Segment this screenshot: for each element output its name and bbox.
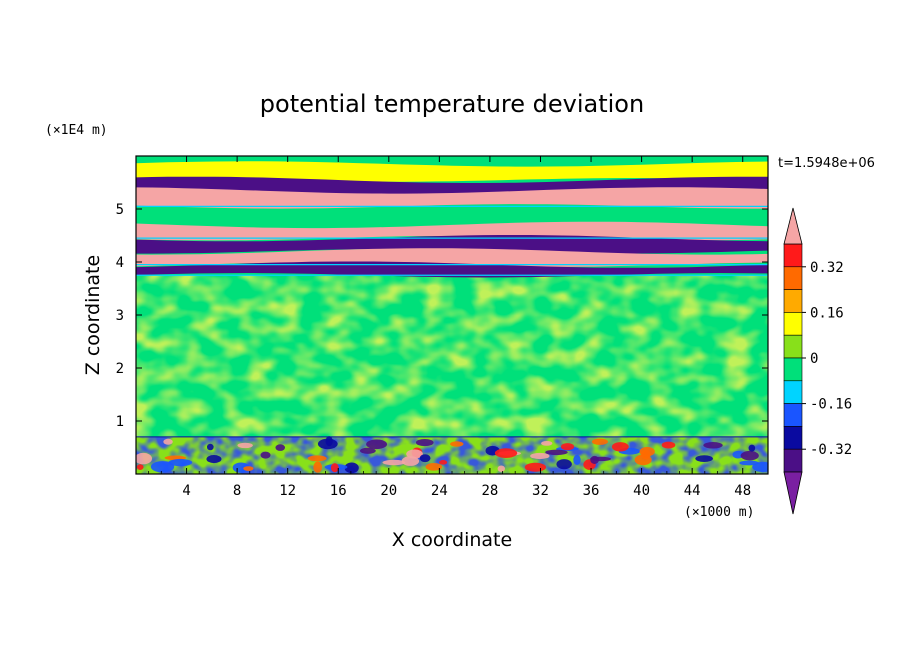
x-tick-label: 40: [633, 483, 650, 499]
turbulent-blob: [556, 459, 572, 470]
band-2: [136, 187, 768, 209]
turbulent-blob: [344, 462, 359, 474]
turbulent-blob: [359, 447, 376, 454]
turbulent-blob: [366, 439, 388, 450]
turbulent-blob: [415, 439, 434, 447]
turbulent-blob: [206, 455, 222, 464]
turbulent-blob: [541, 440, 553, 446]
turbulent-blob: [313, 461, 323, 473]
turbulent-blob: [748, 444, 756, 452]
turbulent-blob: [136, 464, 144, 470]
colorbar-swatch: [783, 312, 803, 336]
colorbar-label: -0.32: [810, 442, 852, 458]
colorbar-label: 0: [810, 351, 818, 367]
chart-title: potential temperature deviation: [260, 90, 644, 118]
colorbar-swatch: [783, 266, 803, 290]
turbulent-blob: [591, 438, 609, 445]
turbulent-blob: [661, 441, 676, 449]
turbulent-blob: [439, 460, 448, 465]
y-axis-ticks: 1 2 3 4 5: [116, 202, 768, 430]
y-tick-label: 1: [116, 414, 124, 430]
band-3: [136, 221, 768, 241]
band-top-light: [136, 161, 768, 182]
turbulent-blob: [168, 458, 193, 467]
turbulent-blob: [330, 463, 339, 473]
x-tick-label: 28: [481, 483, 498, 499]
turbulent-blob: [530, 452, 550, 460]
turbulent-blob: [243, 466, 254, 471]
colorbar-label: -0.16: [810, 397, 852, 413]
colorbar-swatch: [783, 243, 803, 268]
x-axis-label: X coordinate: [392, 529, 512, 551]
colorbar-swatch: [783, 289, 803, 313]
colorbar-swatch: [783, 357, 803, 382]
colorbar: 0.32 0.16 0 -0.16 -0.32: [783, 207, 852, 515]
y-tick-label: 4: [116, 255, 124, 271]
colorbar-swatch: [783, 448, 803, 473]
turbulent-blob: [573, 454, 581, 465]
turbulent-blob: [237, 442, 253, 449]
y-tick-label: 5: [116, 202, 124, 218]
colorbar-swatch: [783, 403, 803, 427]
colorbar-swatch: [783, 426, 803, 450]
colorbar-swatch: [783, 334, 803, 359]
turbulent-blob: [307, 455, 327, 462]
turbulent-blob: [497, 465, 505, 472]
x-tick-label: 20: [380, 483, 397, 499]
colorbar-min-arrow: [783, 471, 803, 515]
turbulent-blob: [206, 443, 214, 451]
turbulent-blob: [325, 436, 333, 447]
y-tick-label: 3: [116, 308, 124, 324]
y-axis-unit: (×1E4 m): [45, 123, 108, 138]
heatmap-field: [136, 156, 768, 474]
turbulent-blob: [560, 443, 575, 451]
colorbar-max-arrow: [783, 207, 803, 245]
y-tick-label: 2: [116, 361, 124, 377]
time-label: t=1.5948e+06: [778, 156, 875, 171]
colorbar-label: 0.16: [810, 305, 844, 321]
turbulent-blob: [275, 444, 285, 451]
turbulent-blob: [740, 450, 759, 461]
y-axis-label: Z coordinate: [82, 255, 104, 375]
x-tick-label: 44: [684, 483, 701, 499]
turbulent-blob: [136, 452, 152, 465]
turbulent-blob: [590, 455, 599, 464]
turbulent-blob: [260, 451, 271, 459]
turbulent-blob: [163, 438, 173, 445]
turbulent-blob: [382, 459, 406, 466]
x-tick-label: 24: [431, 483, 448, 499]
x-tick-label: 4: [182, 483, 190, 499]
mixed-region-texture: [136, 275, 768, 437]
turbulent-blob: [150, 461, 175, 473]
x-axis-unit: (×1000 m): [684, 505, 754, 520]
band-4: [136, 235, 768, 254]
x-axis-ticks: 4 8 12 16 20 24 28 32 36 40 44 48: [148, 156, 756, 499]
turbulent-blob: [611, 442, 629, 452]
x-tick-label: 36: [583, 483, 600, 499]
turbulent-blob: [695, 455, 713, 462]
turbulent-blob: [703, 442, 723, 449]
band-6: [136, 261, 768, 278]
turbulent-blob: [425, 463, 443, 471]
turbulent-blob: [545, 449, 568, 456]
x-tick-label: 8: [233, 483, 241, 499]
turbulent-blob: [739, 460, 759, 466]
x-tick-label: 48: [734, 483, 751, 499]
colorbar-swatch: [783, 380, 803, 404]
turbulent-blob: [639, 446, 655, 457]
colorbar-label: 0.32: [810, 260, 844, 276]
x-tick-label: 32: [532, 483, 549, 499]
turbulent-blob: [494, 448, 518, 458]
turbulent-blob: [524, 462, 547, 472]
turbulent-blob: [401, 456, 420, 466]
x-tick-label: 16: [330, 483, 347, 499]
turbulent-blob: [450, 441, 464, 447]
x-tick-label: 12: [279, 483, 296, 499]
turbulent-blob: [419, 454, 431, 463]
